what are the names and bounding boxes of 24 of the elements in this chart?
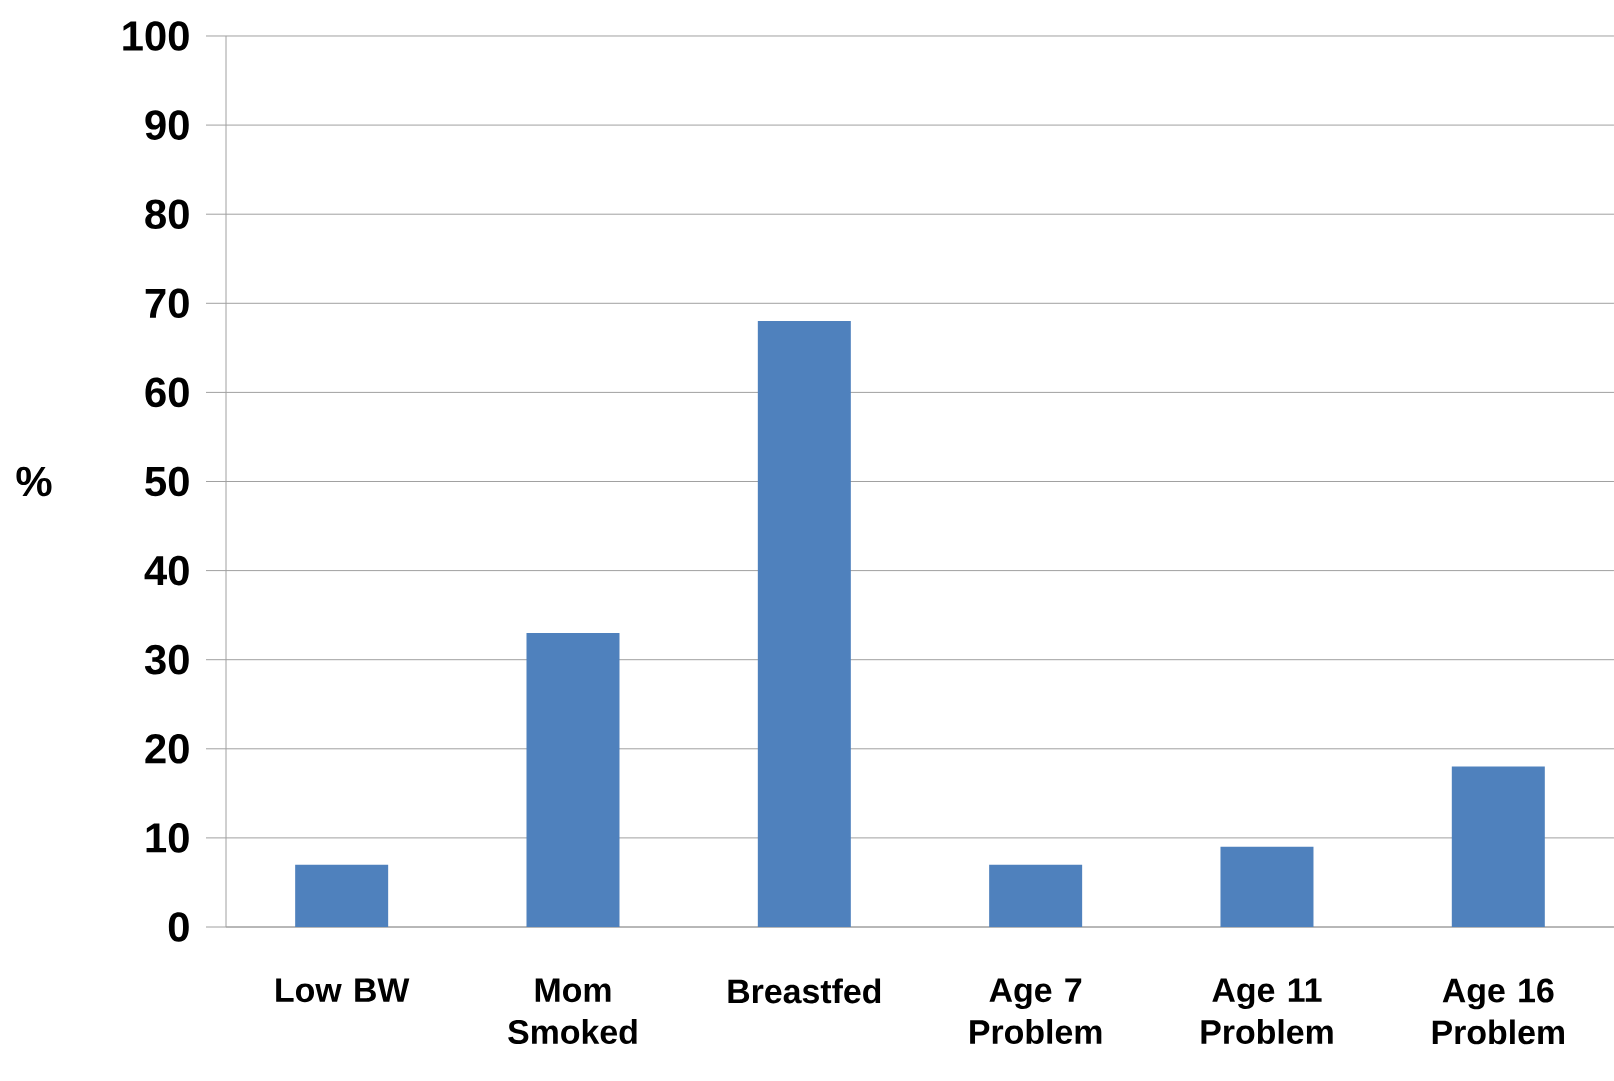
- bar: [295, 864, 389, 927]
- y-tick-label: 70: [145, 288, 189, 319]
- y-tick-label: 40: [144, 555, 189, 586]
- x-tick-label: Age 11 Problem: [1201, 978, 1333, 1044]
- bar: [989, 864, 1083, 927]
- y-tick-label: 80: [145, 199, 189, 229]
- x-tick-label: Breastfed: [728, 978, 881, 1004]
- bar: [1220, 846, 1314, 927]
- y-axis-title: %: [16, 466, 52, 497]
- x-tick-label: Low BW: [276, 978, 410, 1003]
- x-tick-label: Mom Smoked: [508, 978, 637, 1044]
- y-tick-label: 10: [146, 823, 189, 853]
- x-tick-label: Age 16 Problem: [1432, 978, 1564, 1045]
- y-tick-label: 100: [123, 21, 189, 51]
- y-tick-label: 50: [145, 466, 189, 497]
- bar: [1451, 766, 1545, 927]
- y-tick-label: 20: [145, 733, 189, 764]
- x-tick-label: Age 7 Problem: [970, 978, 1102, 1044]
- bar: [757, 321, 851, 927]
- y-tick-label: 0: [168, 912, 189, 942]
- y-tick-label: 90: [145, 110, 189, 140]
- y-tick-label: 30: [144, 644, 189, 675]
- bar: [526, 632, 620, 927]
- y-tick-label: 60: [145, 377, 189, 408]
